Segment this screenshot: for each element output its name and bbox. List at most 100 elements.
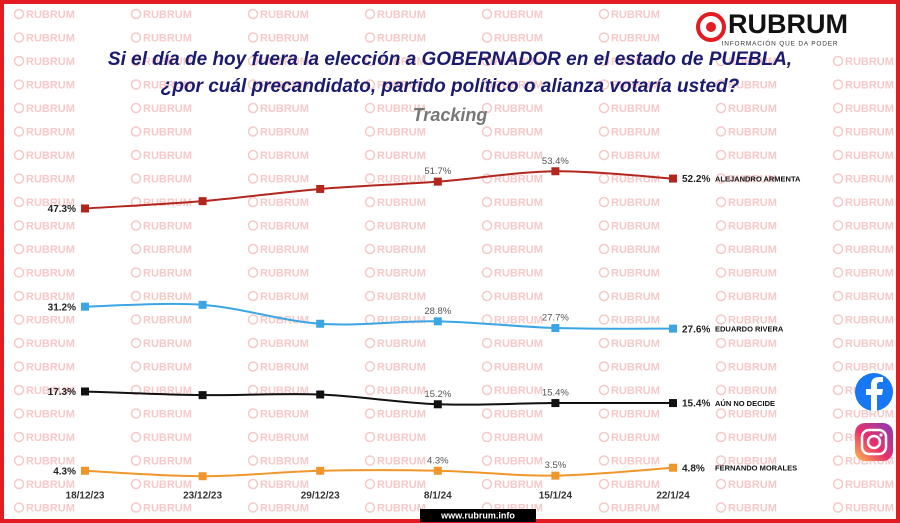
watermark: RUBRUM: [611, 385, 660, 397]
watermark-icon: [598, 126, 610, 137]
watermark-icon: [598, 196, 610, 208]
watermark: RUBRUM: [845, 361, 894, 373]
watermark-icon: [130, 408, 142, 419]
watermark-icon: [832, 337, 844, 349]
watermark: RUBRUM: [26, 361, 75, 373]
watermark-icon: [364, 384, 376, 396]
watermark: RUBRUM: [260, 126, 309, 138]
watermark-icon: [832, 314, 844, 325]
watermark: RUBRUM: [845, 79, 894, 91]
watermark: RUBRUM: [728, 103, 777, 115]
watermark-icon: [598, 290, 610, 302]
watermark: RUBRUM: [260, 103, 309, 115]
watermark-icon: [247, 149, 259, 161]
watermark-icon: [715, 267, 727, 278]
watermark-icon: [364, 173, 376, 184]
watermark: RUBRUM: [143, 479, 192, 491]
watermark: RUBRUM: [494, 197, 543, 209]
watermark-icon: [364, 290, 376, 302]
watermark-icon: [598, 32, 610, 43]
watermark-icon: [247, 55, 259, 67]
watermark-icon: [130, 361, 142, 372]
watermark: RUBRUM: [26, 220, 75, 232]
watermark-icon: [832, 102, 844, 114]
watermark-icon: [364, 8, 376, 20]
data-label: 52.2%: [682, 174, 710, 185]
watermark: RUBRUM: [143, 32, 192, 44]
watermark: RUBRUM: [494, 56, 543, 68]
watermark: RUBRUM: [845, 56, 894, 68]
watermark: RUBRUM: [728, 244, 777, 256]
watermark-icon: [832, 384, 844, 396]
watermark-icon: [598, 455, 610, 466]
watermark-icon: [832, 290, 844, 302]
watermark-icon: [130, 149, 142, 161]
watermark-icon: [715, 173, 727, 184]
watermark: RUBRUM: [611, 479, 660, 491]
watermark-icon: [598, 149, 610, 161]
watermark-layer: RUBRUM RUBRUM RUBRUM RUBRUM RUBRUM RUBRUM RUBR…: [13, 8, 894, 514]
watermark-icon: [598, 243, 610, 255]
marker: [81, 387, 89, 396]
data-label: 4.3%: [427, 455, 449, 466]
watermark: RUBRUM: [728, 314, 777, 326]
watermark: RUBRUM: [143, 220, 192, 232]
data-label: 15.4%: [542, 388, 569, 399]
watermark: RUBRUM: [143, 9, 192, 21]
watermark-icon: [364, 431, 376, 443]
watermark-icon: [715, 455, 727, 466]
watermark-icon: [13, 196, 25, 208]
series-name: FERNANDO MORALES: [715, 464, 797, 473]
watermark-icon: [832, 408, 844, 419]
watermark-icon: [130, 8, 142, 20]
watermark-icon: [364, 455, 376, 466]
watermark: RUBRUM: [26, 244, 75, 256]
watermark: RUBRUM: [494, 455, 543, 467]
watermark-icon: [13, 431, 25, 443]
watermark-icon: [13, 337, 25, 349]
watermark-icon: [364, 220, 376, 231]
watermark-icon: [130, 220, 142, 231]
watermark: RUBRUM: [26, 267, 75, 279]
watermark: RUBRUM: [26, 126, 75, 138]
watermark-icon: [13, 384, 25, 396]
watermark-icon: [598, 361, 610, 372]
marker: [198, 300, 207, 309]
watermark: RUBRUM: [377, 432, 426, 444]
marker: [551, 471, 560, 480]
watermark: RUBRUM: [260, 361, 309, 373]
instagram-frame: [860, 428, 888, 456]
watermark: RUBRUM: [26, 479, 75, 491]
data-label: 31.2%: [48, 302, 76, 313]
watermark: RUBRUM: [728, 150, 777, 162]
watermark-icon: [715, 55, 727, 67]
watermark-icon: [13, 314, 25, 325]
data-label: 28.8%: [424, 306, 451, 317]
watermark: RUBRUM: [845, 338, 894, 350]
watermark: RUBRUM: [26, 338, 75, 350]
watermark-icon: [13, 173, 25, 184]
watermark-icon: [130, 314, 142, 325]
watermark: RUBRUM: [611, 56, 660, 68]
x-tick-label: 29/12/23: [301, 491, 340, 502]
watermark: RUBRUM: [494, 9, 543, 21]
watermark: RUBRUM: [143, 173, 192, 185]
watermark: RUBRUM: [143, 291, 192, 303]
watermark: RUBRUM: [728, 126, 777, 138]
watermark: RUBRUM: [260, 455, 309, 467]
watermark: RUBRUM: [728, 79, 777, 91]
watermark-icon: [481, 32, 493, 43]
watermark: RUBRUM: [494, 126, 543, 138]
watermark: RUBRUM: [260, 32, 309, 44]
watermark: RUBRUM: [143, 103, 192, 115]
watermark: RUBRUM: [143, 79, 192, 91]
data-label: 4.3%: [53, 466, 76, 477]
watermark: RUBRUM: [26, 385, 75, 397]
data-label: 27.6%: [682, 324, 710, 335]
watermark-icon: [247, 290, 259, 302]
watermark-icon: [481, 361, 493, 372]
watermark: RUBRUM: [26, 291, 75, 303]
watermark: RUBRUM: [26, 197, 75, 209]
watermark: RUBRUM: [845, 267, 894, 279]
